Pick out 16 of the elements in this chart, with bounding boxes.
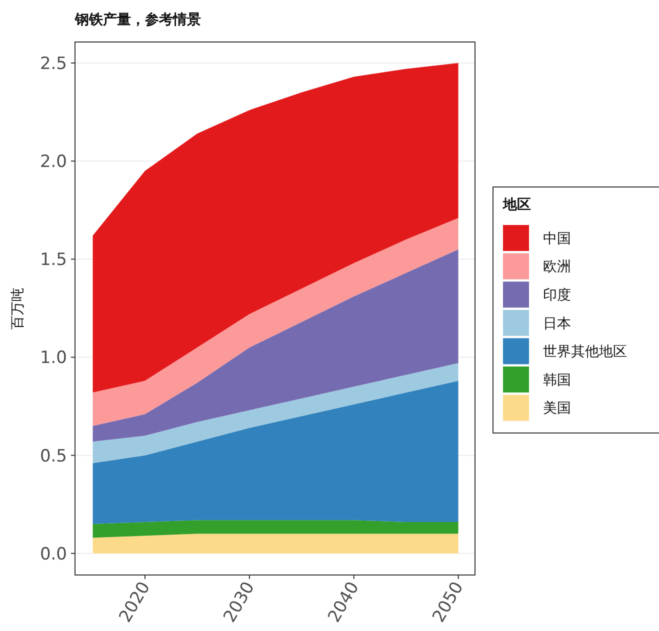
chart-title: 钢铁产量，参考情景: [74, 11, 201, 28]
y-tick-label: 2.0: [40, 152, 67, 172]
y-tick-label: 1.5: [40, 250, 67, 270]
legend-title: 地区: [502, 197, 531, 213]
legend-label: 日本: [543, 316, 571, 332]
legend-label: 印度: [543, 288, 571, 304]
y-tick-label: 1.0: [40, 348, 67, 368]
legend-label: 韩国: [543, 372, 571, 388]
legend-label: 中国: [543, 230, 571, 247]
legend-label: 美国: [543, 400, 571, 417]
y-tick-label: 0.0: [40, 544, 67, 564]
y-tick-label: 0.5: [40, 446, 67, 466]
legend-label: 欧洲: [543, 259, 571, 276]
y-tick-label: 2.5: [40, 54, 67, 74]
legend-label: 世界其他地区: [543, 344, 627, 360]
y-axis-title: 百万吨: [10, 288, 26, 330]
